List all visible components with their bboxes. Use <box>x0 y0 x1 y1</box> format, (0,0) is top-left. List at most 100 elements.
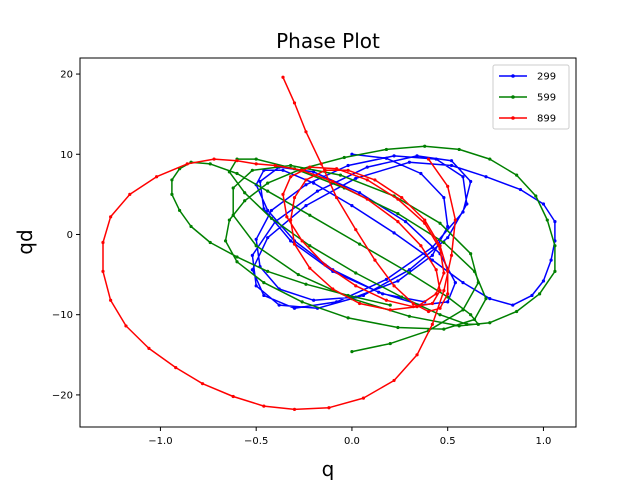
data-point <box>174 366 178 370</box>
x-tick-label: −0.5 <box>244 436 268 447</box>
data-point <box>185 162 189 166</box>
data-point <box>312 170 316 174</box>
y-axis-label: qd <box>13 229 37 254</box>
data-point <box>396 220 400 224</box>
data-point <box>541 279 546 283</box>
data-point <box>380 292 385 296</box>
data-point <box>553 269 557 273</box>
data-point <box>446 236 450 240</box>
data-point <box>377 290 381 294</box>
legend-marker-299 <box>511 74 515 78</box>
data-point <box>250 268 254 272</box>
data-point <box>285 215 289 219</box>
series-899 <box>101 75 457 411</box>
data-point <box>266 236 270 240</box>
data-point <box>430 301 434 306</box>
data-point <box>446 224 450 229</box>
data-point <box>109 215 113 219</box>
data-point <box>457 147 461 152</box>
data-point <box>331 179 335 184</box>
data-point <box>476 281 480 285</box>
data-point <box>407 271 411 275</box>
data-point <box>538 292 542 296</box>
data-point <box>312 181 316 185</box>
data-point <box>469 252 473 256</box>
data-point <box>354 176 358 180</box>
data-point <box>472 269 477 273</box>
x-tick-label: −1.0 <box>148 436 172 447</box>
data-point <box>488 321 492 325</box>
data-point <box>392 154 396 158</box>
data-point <box>289 163 293 168</box>
data-point <box>254 157 258 161</box>
data-point <box>384 147 389 152</box>
series-line-599 <box>171 145 556 353</box>
legend-label-299: 299 <box>537 72 556 83</box>
legend-marker-899 <box>511 116 515 120</box>
legend-box <box>492 64 570 130</box>
data-point <box>361 293 366 298</box>
data-point <box>426 157 431 161</box>
data-point <box>323 263 327 267</box>
data-point <box>461 308 465 312</box>
data-point <box>177 208 182 213</box>
x-tick-label: 0.0 <box>344 436 360 447</box>
data-point <box>266 269 270 273</box>
data-point <box>235 171 239 176</box>
data-point <box>461 210 465 214</box>
data-point <box>101 269 105 273</box>
data-point <box>530 293 534 298</box>
data-point <box>400 295 404 299</box>
data-point <box>518 187 523 192</box>
data-point <box>453 218 457 222</box>
data-point <box>296 272 300 277</box>
data-point <box>304 282 308 286</box>
data-point <box>515 173 519 177</box>
data-point <box>124 324 128 328</box>
data-point <box>438 221 442 225</box>
data-point <box>292 242 297 246</box>
data-point <box>227 170 231 174</box>
data-point <box>534 194 538 198</box>
data-point <box>304 204 308 208</box>
data-point <box>354 271 358 275</box>
data-point <box>327 406 331 410</box>
data-point <box>289 239 293 243</box>
data-point <box>430 258 434 262</box>
data-point <box>511 303 515 307</box>
data-point <box>553 244 557 248</box>
data-point <box>335 300 339 304</box>
data-point <box>388 308 392 312</box>
data-point <box>300 300 304 304</box>
data-point <box>281 192 285 196</box>
data-point <box>346 168 350 172</box>
data-point <box>212 157 216 161</box>
legend-label-899: 899 <box>537 114 556 125</box>
data-point <box>266 189 270 193</box>
y-tick-label: 10 <box>60 150 73 161</box>
y-tick-label: −20 <box>52 390 73 401</box>
data-point <box>350 349 354 354</box>
data-point <box>434 157 438 161</box>
data-point <box>308 266 312 270</box>
data-point <box>423 221 427 225</box>
data-point <box>549 258 553 262</box>
data-point <box>323 168 327 172</box>
data-point <box>442 195 446 200</box>
data-point <box>469 313 473 317</box>
y-axis: −20 −10 0 10 20 <box>52 70 80 401</box>
data-point <box>304 183 308 187</box>
data-point <box>476 322 480 326</box>
data-point <box>308 165 312 169</box>
data-point <box>254 244 258 248</box>
chart-title: Phase Plot <box>276 29 380 53</box>
data-point <box>262 293 266 298</box>
data-point <box>392 231 396 235</box>
data-point <box>189 224 193 229</box>
data-point <box>423 218 427 222</box>
data-point <box>449 163 454 168</box>
data-point <box>281 75 285 79</box>
data-point <box>457 324 461 328</box>
series-299 <box>250 152 557 310</box>
data-point <box>434 292 438 296</box>
